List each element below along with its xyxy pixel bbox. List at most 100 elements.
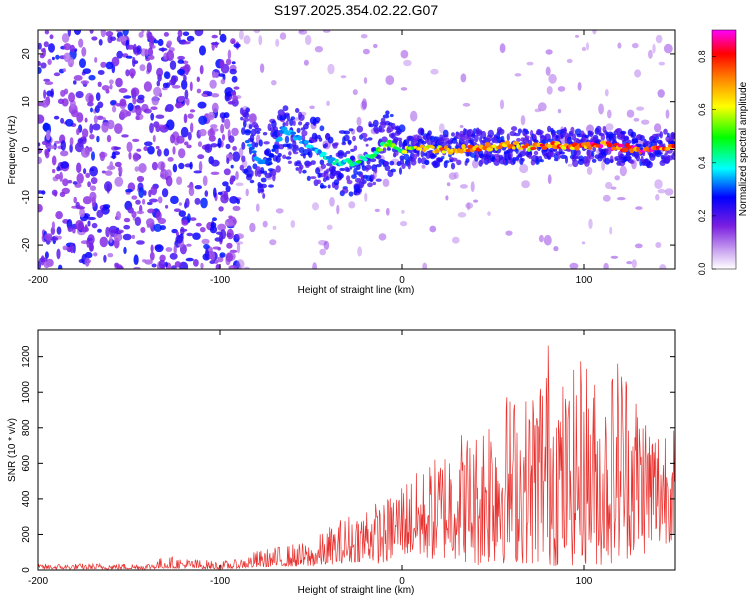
spectrogram-noise-cell [125,188,133,193]
spectrogram-noise-cell [81,128,89,138]
spectrogram-ridge-halo [275,165,281,173]
spectrogram-noise-cell [148,189,152,198]
spectrogram-noise-cell [55,173,61,180]
spectrogram-ridge-halo [367,182,373,188]
spectrogram-ridge-cell [401,149,408,154]
spectrogram-noise-cell [147,55,152,59]
spectrogram-noise-cell [164,106,169,112]
spectrogram-noise-cell [180,228,188,232]
spectrogram-noise-cell [69,137,74,146]
spectrogram-ridge-halo [393,150,399,156]
spectrogram-noise-cell [97,81,102,88]
spectrogram-noise-cell [136,175,145,183]
spectrogram-noise-cell [40,62,47,69]
spectrogram-ridge-halo [519,151,527,157]
spectrogram-ridge-cell [588,146,593,150]
spectrogram-noise-cell [177,95,185,103]
spectrogram-noise-cell [209,225,218,234]
spectrogram-ridge-cell [524,143,530,147]
spectrogram-ridge-cell [517,147,524,150]
spectrogram-noise-cell [76,173,84,184]
spectrogram-ridge-halo [509,151,513,159]
spectrogram-noise-cell [51,155,57,166]
spectrogram-noise-cell [88,74,96,81]
spectrogram-noise-cell [652,43,656,54]
spectrogram-ridge-cell [386,139,393,144]
spectrogram-ridge-halo [398,139,403,148]
spectrogram-ridge-cell [419,144,425,148]
spectrogram-noise-cell [143,81,152,92]
spectrogram-noise-cell [116,50,123,59]
spectrogram-ridge-halo [295,167,299,171]
spectrogram-noise-cell [553,246,559,252]
spectrogram-noise-cell [319,248,327,256]
spectrogram-noise-cell [109,36,117,41]
spectrogram-noise-cell [138,31,144,38]
spectrogram-noise-cell [233,86,240,90]
spectrogram-x-tick-label: -100 [210,275,230,286]
spectrogram-noise-cell [110,100,117,106]
spectrogram-ridge-cell [266,157,272,161]
spectrogram-ridge-halo [363,137,369,142]
spectrogram-noise-cell [634,69,642,78]
spectrogram-ridge-halo [532,133,537,140]
spectrogram-noise-cell [91,222,98,229]
spectrogram-noise-cell [43,78,51,82]
spectrogram-noise-cell [44,233,53,241]
spectrogram-noise-cell [360,34,368,39]
spectrogram-noise-cell [80,80,90,85]
spectrogram-noise-cell [56,166,61,172]
spectrogram-noise-cell [146,62,152,73]
spectrogram-ridge-cell [271,148,276,152]
spectrogram-ridge-halo [410,159,417,166]
spectrogram-ridge-halo [243,120,247,128]
spectrogram-noise-cell [109,79,114,85]
spectrogram-noise-cell [149,198,158,203]
spectrogram-noise-cell [170,195,179,205]
spectrogram-noise-cell [165,175,173,187]
spectrogram-noise-cell [109,84,113,90]
spectrogram-ridge-halo [320,185,327,189]
spectrogram-noise-cell [177,55,186,61]
spectrogram-ridge-halo [528,154,532,160]
spectrogram-ridge-halo [652,138,659,144]
spectrogram-noise-cell [63,43,72,51]
spectrogram-ridge-halo [251,141,256,149]
spectrogram-noise-cell [56,248,61,260]
spectrogram-ridge-halo [448,145,452,149]
spectrogram-noise-cell [48,43,55,53]
spectrogram-noise-cell [218,206,224,212]
spectrogram-ridge-halo [346,180,353,185]
spectrogram-noise-cell [186,243,192,247]
spectrogram-noise-cell [75,91,84,99]
spectrogram-noise-cell [75,220,84,231]
spectrogram-noise-cell [445,195,449,201]
spectrogram-noise-cell [60,140,66,151]
spectrogram-noise-cell [79,58,86,69]
spectrogram-noise-cell [114,262,119,268]
spectrogram-noise-cell [210,124,218,129]
spectrogram-ridge-halo [292,120,296,127]
spectrogram-ridge-halo [301,130,308,137]
spectrogram-ridge-cell [329,157,336,162]
spectrogram-noise-cell [183,113,188,124]
spectrogram-ridge-halo [524,135,530,139]
spectrogram-ridge-halo [512,156,516,165]
spectrogram-noise-cell [231,127,239,137]
spectrogram-ridge-halo [346,175,351,182]
spectrogram-noise-cell [197,141,203,148]
spectrogram-noise-cell [619,165,627,177]
spectrogram-noise-cell [131,234,135,239]
spectrogram-ridge-cell [439,147,445,151]
spectrogram-noise-cell [259,63,265,73]
spectrogram-noise-cell [115,211,121,221]
spectrogram-noise-cell [362,48,370,55]
spectrogram-noise-cell [138,163,147,173]
spectrogram-noise-cell [230,175,234,185]
spectrogram-noise-cell [312,262,317,269]
spectrogram-noise-cell [189,217,197,221]
spectrogram-noise-cell [373,43,378,49]
spectrogram-noise-cell [170,134,175,144]
colorbar-ticks: 0.0 0.2 0.4 0.6 0.8 [697,50,716,275]
spectrogram-noise-cell [275,38,280,47]
